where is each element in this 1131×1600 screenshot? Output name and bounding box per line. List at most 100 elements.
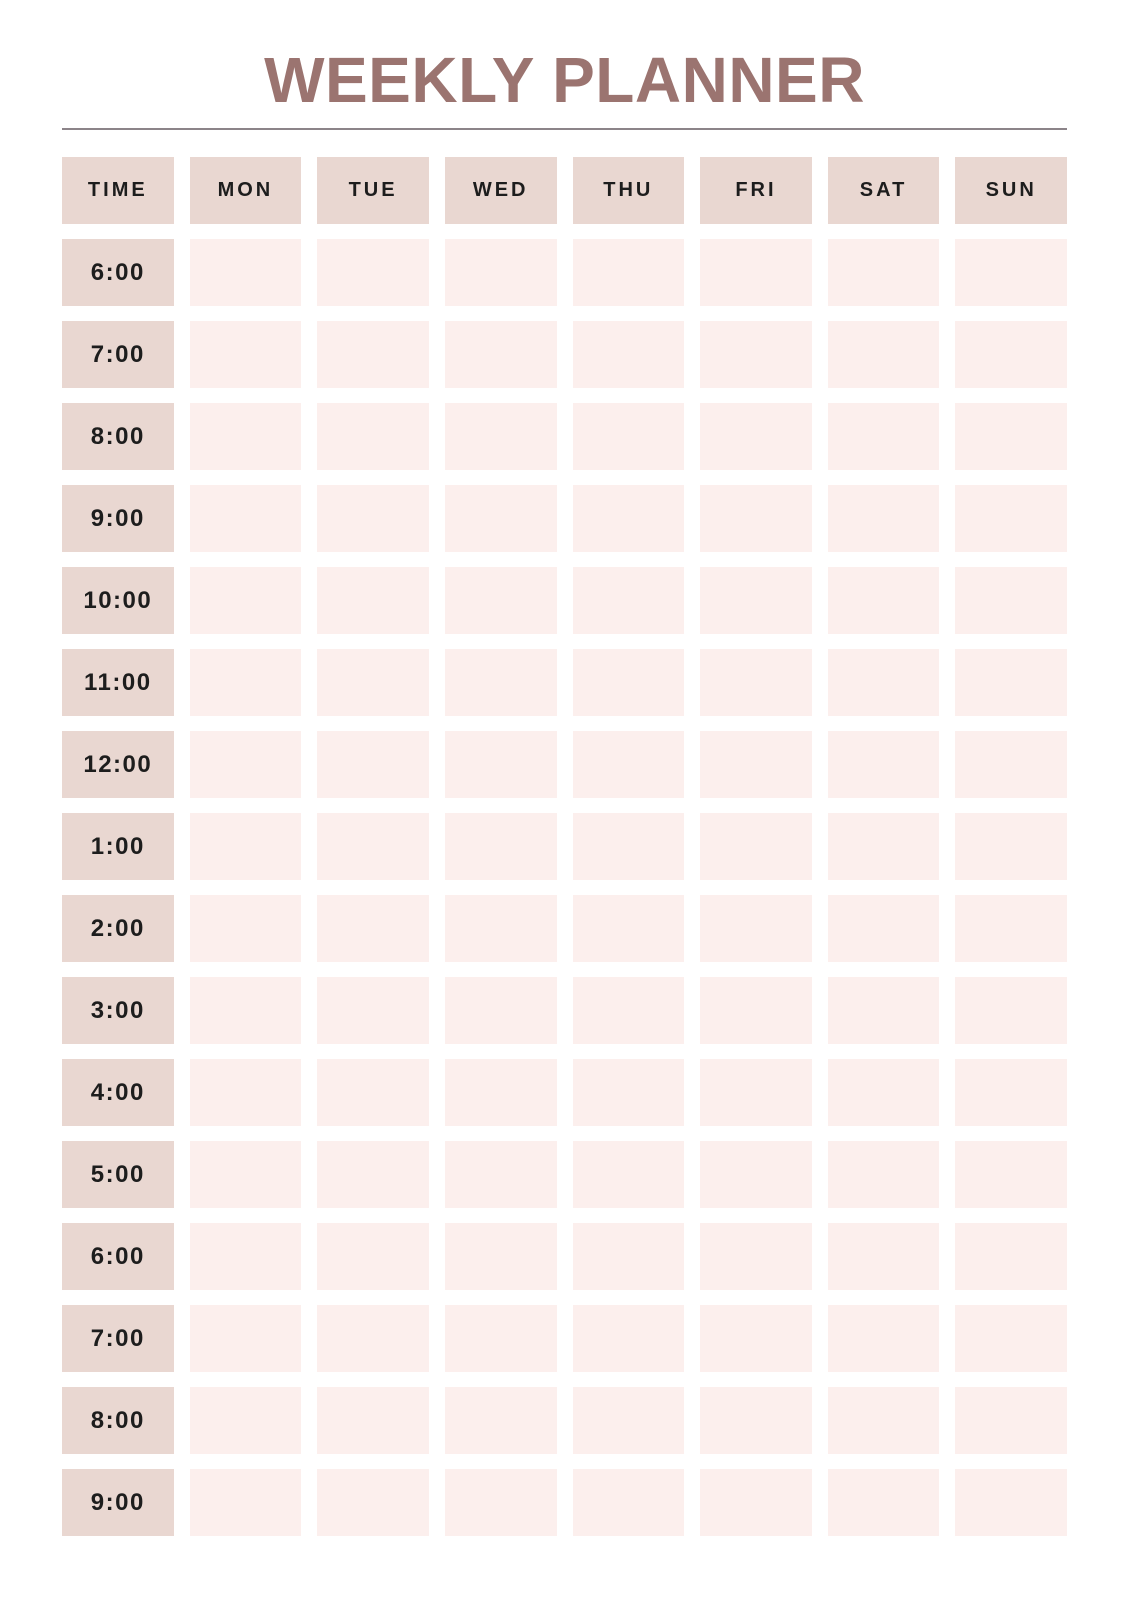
slot-cell[interactable] (700, 1305, 812, 1372)
slot-cell[interactable] (827, 239, 940, 306)
slot-cell[interactable] (572, 485, 685, 552)
slot-cell[interactable] (827, 1387, 940, 1454)
slot-cell[interactable] (700, 895, 812, 962)
slot-cell[interactable] (189, 321, 302, 388)
slot-cell[interactable] (189, 1469, 302, 1536)
slot-cell[interactable] (572, 239, 685, 306)
slot-cell[interactable] (827, 977, 940, 1044)
slot-cell[interactable] (444, 567, 557, 634)
slot-cell[interactable] (444, 649, 557, 716)
slot-cell[interactable] (955, 567, 1067, 634)
slot-cell[interactable] (700, 1387, 812, 1454)
slot-cell[interactable] (827, 813, 940, 880)
slot-cell[interactable] (572, 321, 685, 388)
slot-cell[interactable] (700, 731, 812, 798)
slot-cell[interactable] (317, 1387, 429, 1454)
slot-cell[interactable] (444, 1141, 557, 1208)
slot-cell[interactable] (189, 649, 302, 716)
slot-cell[interactable] (700, 649, 812, 716)
slot-cell[interactable] (955, 485, 1067, 552)
slot-cell[interactable] (955, 731, 1067, 798)
slot-cell[interactable] (955, 649, 1067, 716)
slot-cell[interactable] (700, 977, 812, 1044)
slot-cell[interactable] (955, 1059, 1067, 1126)
slot-cell[interactable] (317, 239, 429, 306)
slot-cell[interactable] (827, 895, 940, 962)
slot-cell[interactable] (827, 1141, 940, 1208)
slot-cell[interactable] (317, 977, 429, 1044)
slot-cell[interactable] (189, 1305, 302, 1372)
slot-cell[interactable] (189, 813, 302, 880)
slot-cell[interactable] (827, 567, 940, 634)
slot-cell[interactable] (572, 813, 685, 880)
slot-cell[interactable] (700, 813, 812, 880)
slot-cell[interactable] (572, 649, 685, 716)
slot-cell[interactable] (444, 321, 557, 388)
slot-cell[interactable] (317, 649, 429, 716)
slot-cell[interactable] (189, 1387, 302, 1454)
slot-cell[interactable] (189, 895, 302, 962)
slot-cell[interactable] (317, 485, 429, 552)
slot-cell[interactable] (444, 813, 557, 880)
slot-cell[interactable] (955, 813, 1067, 880)
slot-cell[interactable] (827, 321, 940, 388)
slot-cell[interactable] (189, 1141, 302, 1208)
slot-cell[interactable] (700, 1059, 812, 1126)
slot-cell[interactable] (572, 1141, 685, 1208)
slot-cell[interactable] (700, 1223, 812, 1290)
slot-cell[interactable] (955, 403, 1067, 470)
slot-cell[interactable] (572, 731, 685, 798)
slot-cell[interactable] (444, 1059, 557, 1126)
slot-cell[interactable] (572, 1469, 685, 1536)
slot-cell[interactable] (827, 731, 940, 798)
slot-cell[interactable] (189, 239, 302, 306)
slot-cell[interactable] (827, 403, 940, 470)
slot-cell[interactable] (444, 1469, 557, 1536)
slot-cell[interactable] (572, 403, 685, 470)
slot-cell[interactable] (827, 1223, 940, 1290)
slot-cell[interactable] (700, 321, 812, 388)
slot-cell[interactable] (317, 567, 429, 634)
slot-cell[interactable] (444, 239, 557, 306)
slot-cell[interactable] (572, 1387, 685, 1454)
slot-cell[interactable] (189, 403, 302, 470)
slot-cell[interactable] (189, 485, 302, 552)
slot-cell[interactable] (955, 1141, 1067, 1208)
slot-cell[interactable] (827, 1469, 940, 1536)
slot-cell[interactable] (572, 895, 685, 962)
slot-cell[interactable] (317, 321, 429, 388)
slot-cell[interactable] (700, 239, 812, 306)
slot-cell[interactable] (572, 977, 685, 1044)
slot-cell[interactable] (700, 485, 812, 552)
slot-cell[interactable] (572, 1059, 685, 1126)
slot-cell[interactable] (572, 1305, 685, 1372)
slot-cell[interactable] (955, 239, 1067, 306)
slot-cell[interactable] (444, 731, 557, 798)
slot-cell[interactable] (955, 977, 1067, 1044)
slot-cell[interactable] (444, 1305, 557, 1372)
slot-cell[interactable] (955, 1305, 1067, 1372)
slot-cell[interactable] (700, 403, 812, 470)
slot-cell[interactable] (444, 1387, 557, 1454)
slot-cell[interactable] (444, 485, 557, 552)
slot-cell[interactable] (189, 1223, 302, 1290)
slot-cell[interactable] (700, 1141, 812, 1208)
slot-cell[interactable] (317, 1223, 429, 1290)
slot-cell[interactable] (955, 895, 1067, 962)
slot-cell[interactable] (827, 485, 940, 552)
slot-cell[interactable] (700, 1469, 812, 1536)
slot-cell[interactable] (827, 649, 940, 716)
slot-cell[interactable] (955, 1387, 1067, 1454)
slot-cell[interactable] (444, 403, 557, 470)
slot-cell[interactable] (444, 895, 557, 962)
slot-cell[interactable] (317, 813, 429, 880)
slot-cell[interactable] (700, 567, 812, 634)
slot-cell[interactable] (317, 895, 429, 962)
slot-cell[interactable] (189, 567, 302, 634)
slot-cell[interactable] (444, 977, 557, 1044)
slot-cell[interactable] (572, 567, 685, 634)
slot-cell[interactable] (189, 1059, 302, 1126)
slot-cell[interactable] (955, 1469, 1067, 1536)
slot-cell[interactable] (317, 1141, 429, 1208)
slot-cell[interactable] (189, 977, 302, 1044)
